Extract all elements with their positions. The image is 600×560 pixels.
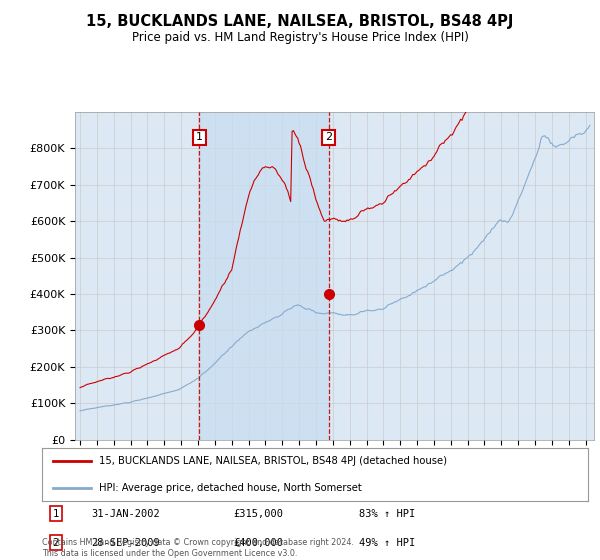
Text: 83% ↑ HPI: 83% ↑ HPI: [359, 508, 415, 519]
Text: 31-JAN-2002: 31-JAN-2002: [91, 508, 160, 519]
Text: 15, BUCKLANDS LANE, NAILSEA, BRISTOL, BS48 4PJ (detached house): 15, BUCKLANDS LANE, NAILSEA, BRISTOL, BS…: [100, 456, 448, 466]
Text: £315,000: £315,000: [233, 508, 283, 519]
Text: 28-SEP-2009: 28-SEP-2009: [91, 538, 160, 548]
Text: HPI: Average price, detached house, North Somerset: HPI: Average price, detached house, Nort…: [100, 483, 362, 493]
Bar: [199, 112, 329, 440]
Text: 2: 2: [325, 133, 332, 142]
Text: 49% ↑ HPI: 49% ↑ HPI: [359, 538, 415, 548]
Text: 1: 1: [52, 508, 59, 519]
Text: Price paid vs. HM Land Registry's House Price Index (HPI): Price paid vs. HM Land Registry's House …: [131, 31, 469, 44]
Text: 15, BUCKLANDS LANE, NAILSEA, BRISTOL, BS48 4PJ: 15, BUCKLANDS LANE, NAILSEA, BRISTOL, BS…: [86, 14, 514, 29]
Text: Contains HM Land Registry data © Crown copyright and database right 2024.
This d: Contains HM Land Registry data © Crown c…: [42, 538, 354, 558]
Text: £400,000: £400,000: [233, 538, 283, 548]
Text: 2: 2: [52, 538, 59, 548]
Text: 1: 1: [196, 133, 203, 142]
